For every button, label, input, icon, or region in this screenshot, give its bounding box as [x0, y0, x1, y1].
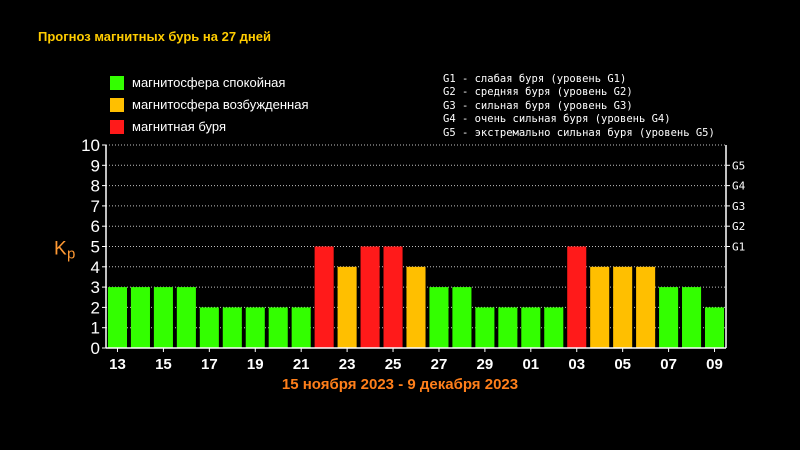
bar-27: [429, 287, 449, 348]
x-tick-label-19: 19: [247, 356, 264, 373]
date-range-label: 15 ноября 2023 - 9 декабря 2023: [281, 376, 519, 393]
x-tick-label-29: 29: [477, 356, 494, 373]
bar-07: [659, 287, 679, 348]
legend: магнитосфера спокойная магнитосфера возб…: [110, 72, 309, 138]
legend-label-excited: магнитосфера возбужденная: [132, 97, 309, 112]
g1-description: G1 - слабая буря (уровень G1): [443, 73, 627, 85]
g5-description: G5 - экстремально сильная буря (уровень …: [443, 126, 715, 139]
legend-swatch-storm: [110, 119, 124, 134]
g4-description: G4 - очень сильная буря (уровень G4): [443, 113, 671, 126]
bar-22: [314, 246, 334, 348]
legend-label-calm: магнитосфера спокойная: [132, 75, 286, 90]
legend-item-calm: магнитосфера спокойная: [110, 72, 309, 93]
y-tick-label: 4: [91, 258, 100, 277]
y-tick-label: 5: [91, 238, 100, 257]
y-tick-label: 1: [91, 319, 100, 338]
y-tick-label: 0: [91, 339, 100, 358]
g-levels-legend: G1 - слабая буря (уровень G1) G2 - средн…: [443, 73, 715, 140]
y-tick-label: 8: [91, 177, 100, 196]
x-tick-label-09: 09: [706, 356, 723, 373]
bar-08: [682, 287, 702, 348]
bar-30: [498, 307, 518, 348]
legend-swatch-excited: [110, 97, 124, 112]
g-level-label-G5: G5: [732, 159, 745, 172]
legend-swatch-calm: [110, 75, 124, 90]
x-tick-label-01: 01: [522, 356, 539, 373]
bar-28: [452, 287, 472, 348]
x-tick-label-13: 13: [109, 356, 126, 373]
bar-16: [176, 287, 196, 348]
y-axis-label-subscript: p: [67, 246, 75, 263]
g-level-label-G1: G1: [732, 241, 745, 254]
bar-02: [544, 307, 564, 348]
y-tick-label: 2: [91, 298, 100, 317]
bar-24: [360, 246, 380, 348]
bar-29: [475, 307, 495, 348]
bar-26: [406, 266, 426, 348]
y-axis-label: K: [54, 239, 67, 260]
bar-04: [590, 266, 610, 348]
g-level-label-G2: G2: [732, 220, 745, 233]
bar-21: [291, 307, 311, 348]
x-tick-label-15: 15: [155, 356, 172, 373]
bar-03: [567, 246, 587, 348]
g3-description: G3 - сильная буря (уровень G3): [443, 99, 633, 112]
y-tick-label: 7: [91, 197, 100, 216]
g2-description: G2 - средняя буря (уровень G2): [443, 86, 633, 99]
bar-23: [337, 266, 357, 348]
x-tick-label-27: 27: [431, 356, 448, 373]
bar-13: [107, 287, 128, 348]
bar-14: [130, 287, 150, 348]
bar-20: [268, 307, 288, 348]
g-level-label-G3: G3: [732, 200, 745, 213]
y-tick-label: 10: [81, 136, 100, 155]
bar-25: [383, 246, 403, 348]
page-title: Прогноз магнитных бурь на 27 дней: [38, 29, 271, 44]
bar-01: [521, 307, 541, 348]
x-tick-label-23: 23: [339, 356, 356, 373]
y-tick-label: 6: [91, 217, 100, 236]
bar-18: [222, 307, 242, 348]
x-tick-label-03: 03: [568, 356, 585, 373]
y-tick-label: 9: [91, 156, 100, 175]
x-tick-label-21: 21: [293, 356, 310, 373]
legend-label-storm: магнитная буря: [132, 119, 227, 134]
bar-06: [636, 266, 656, 348]
x-tick-label-07: 07: [660, 356, 677, 373]
bar-09: [704, 307, 725, 348]
x-tick-label-17: 17: [201, 356, 218, 373]
y-tick-label: 3: [91, 278, 100, 297]
x-tick-label-05: 05: [614, 356, 631, 373]
g-level-label-G4: G4: [732, 180, 746, 193]
x-tick-label-25: 25: [385, 356, 402, 373]
bar-19: [245, 307, 265, 348]
legend-item-storm: магнитная буря: [110, 116, 309, 137]
bar-05: [613, 266, 633, 348]
bar-17: [199, 307, 219, 348]
bar-15: [153, 287, 173, 348]
legend-item-excited: магнитосфера возбужденная: [110, 94, 309, 115]
